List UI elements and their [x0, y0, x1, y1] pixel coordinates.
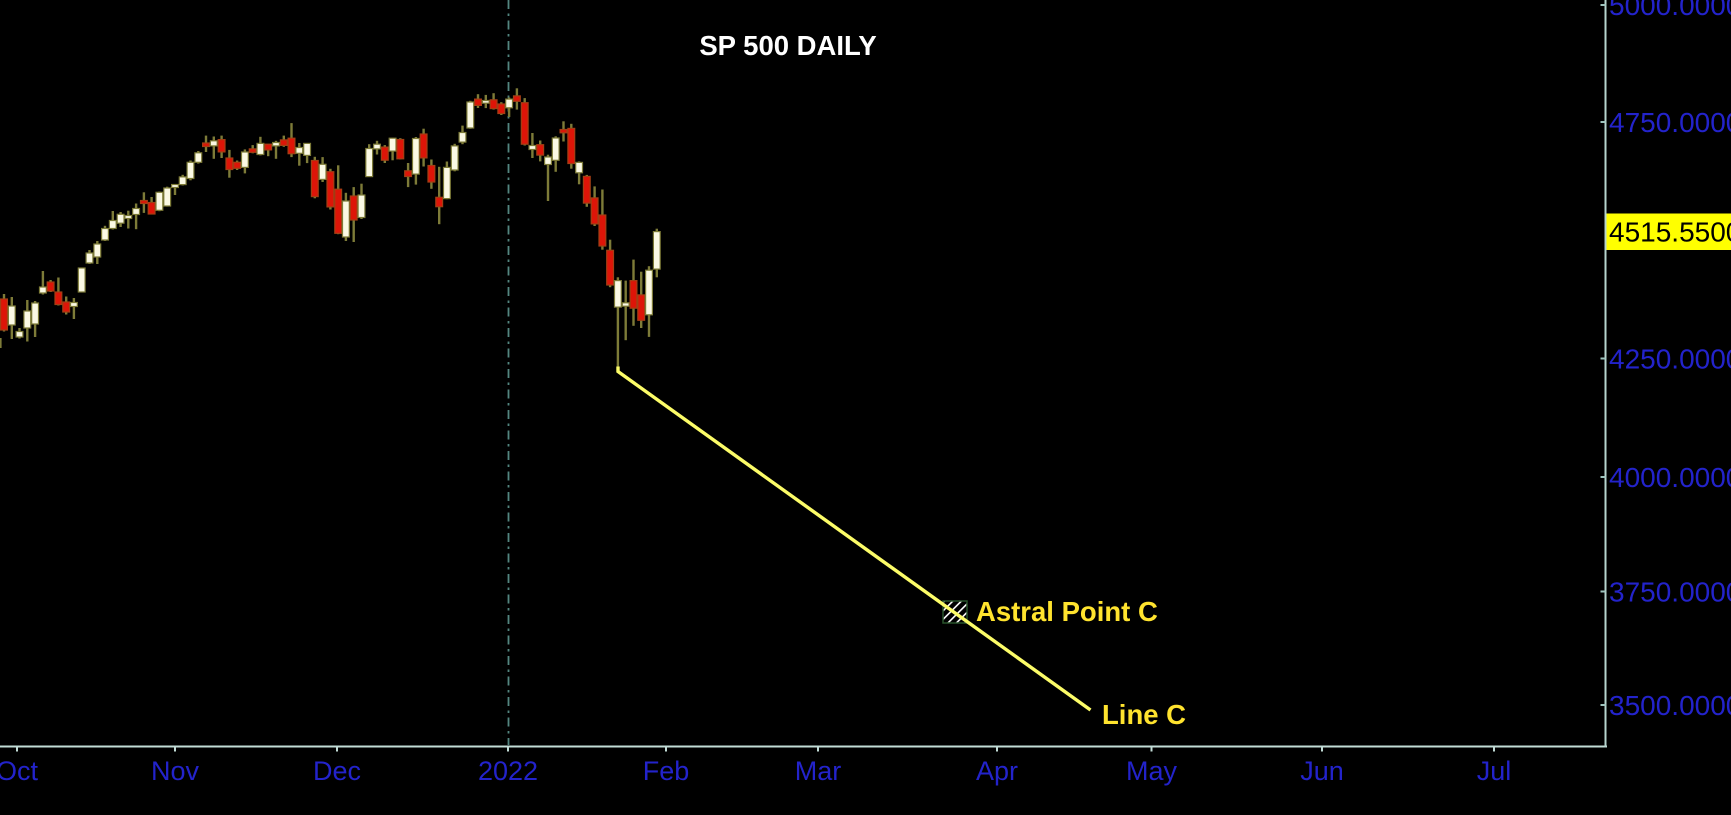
svg-text:Jul: Jul: [1477, 756, 1512, 786]
svg-text:SP 500 DAILY: SP 500 DAILY: [699, 30, 876, 61]
svg-text:Feb: Feb: [643, 756, 690, 786]
svg-text:4750.0000: 4750.0000: [1609, 107, 1731, 138]
svg-text:Dec: Dec: [313, 756, 361, 786]
svg-text:Oct: Oct: [0, 756, 38, 786]
svg-text:Nov: Nov: [151, 756, 200, 786]
svg-text:4515.5500: 4515.5500: [1609, 217, 1731, 248]
svg-text:Line C: Line C: [1102, 699, 1186, 730]
svg-text:Mar: Mar: [795, 756, 842, 786]
svg-text:3750.0000: 3750.0000: [1609, 577, 1731, 608]
svg-text:3500.0000: 3500.0000: [1609, 690, 1731, 721]
svg-text:4250.0000: 4250.0000: [1609, 344, 1731, 375]
svg-text:5000.0000: 5000.0000: [1609, 0, 1731, 21]
svg-text:4000.0000: 4000.0000: [1609, 462, 1731, 493]
svg-text:Apr: Apr: [976, 756, 1018, 786]
svg-text:Astral Point C: Astral Point C: [976, 596, 1158, 627]
svg-text:May: May: [1126, 756, 1178, 786]
svg-text:Jun: Jun: [1300, 756, 1344, 786]
svg-text:2022: 2022: [478, 756, 538, 786]
